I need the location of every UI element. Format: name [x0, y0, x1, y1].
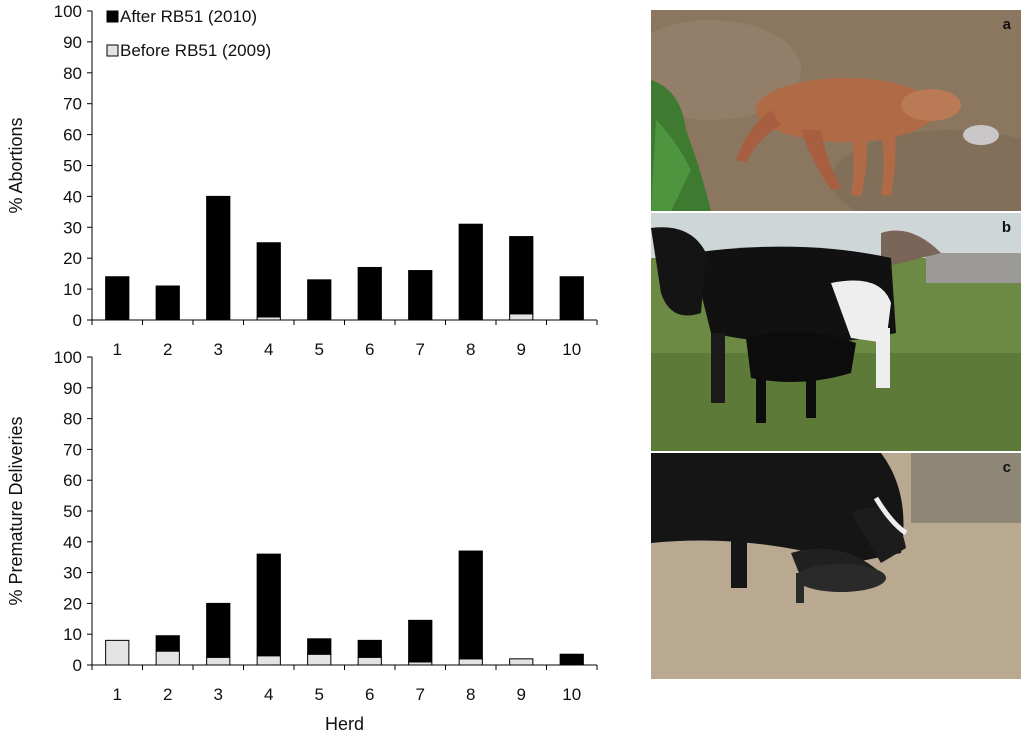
bar-after-rb51: [206, 602, 231, 658]
bar-after-rb51: [408, 619, 433, 663]
panel-label-a: a: [1002, 16, 1011, 33]
photo-panel-c: c: [651, 453, 1021, 679]
bar-after-rb51: [357, 266, 382, 321]
y-tick-label: 40: [63, 187, 82, 206]
y-tick-label: 50: [63, 502, 82, 521]
legend-swatch-after: [106, 10, 119, 23]
y-tick-label: 10: [63, 625, 82, 644]
y-tick-label: 70: [63, 95, 82, 114]
y-tick-label: 90: [63, 33, 82, 52]
x-axis-label: Herd: [325, 714, 364, 734]
bar-after-rb51: [256, 553, 281, 657]
bar-before-rb51: [155, 650, 180, 666]
y-tick-label: 100: [54, 348, 82, 367]
legend: After RB51 (2010) Before RB51 (2009): [106, 7, 271, 60]
bar-before-rb51: [509, 313, 534, 321]
x-tick-label: 1: [113, 685, 122, 704]
y-axis-label: % Abortions: [6, 117, 26, 213]
bar-after-rb51: [509, 236, 534, 315]
bar-after-rb51: [206, 195, 231, 321]
y-tick-label: 30: [63, 564, 82, 583]
y-tick-label: 100: [54, 2, 82, 21]
y-tick-label: 50: [63, 157, 82, 176]
legend-label-after: After RB51 (2010): [120, 7, 257, 26]
abortions-chart: 0 10 20 30 40 50 60 70 80 90 100 1 2 3 4 5 6 7 8 9 10 % Abort…: [6, 2, 598, 359]
y-tick-label: 20: [63, 249, 82, 268]
legend-label-before: Before RB51 (2009): [120, 41, 271, 60]
panel-label-b: b: [1001, 219, 1011, 236]
x-tick-label: 10: [562, 340, 581, 359]
bar-after-rb51: [307, 638, 332, 655]
y-tick-label: 0: [73, 311, 82, 330]
y-tick-label: 60: [63, 471, 82, 490]
y-tick-label: 30: [63, 218, 82, 237]
x-tick-label: 3: [214, 340, 223, 359]
premature-deliveries-chart: 0 10 20 30 40 50 60 70 80 90 100 1 2 3 4 5 6 7 8 9 10 % Prema…: [6, 348, 598, 734]
y-tick-label: 0: [73, 656, 82, 675]
stillborn-calf-photo-icon: [651, 10, 1021, 211]
bar-after-rb51: [105, 276, 130, 321]
y-tick-label: 40: [63, 533, 82, 552]
x-tick-label: 5: [315, 685, 324, 704]
bar-after-rb51: [307, 279, 332, 321]
y-tick-label: 80: [63, 410, 82, 429]
x-tick-label: 6: [365, 340, 374, 359]
photo-panel-a: a: [651, 10, 1021, 211]
x-tick-label: 8: [466, 685, 475, 704]
bar-after-rb51: [408, 270, 433, 321]
bar-after-rb51: [155, 285, 180, 321]
bar-after-rb51: [357, 639, 382, 658]
x-tick-label: 2: [163, 340, 172, 359]
x-tick-label: 7: [416, 685, 425, 704]
x-tick-label: 9: [517, 340, 526, 359]
x-tick-label: 4: [264, 685, 273, 704]
photo-panel-b: b: [651, 213, 1021, 451]
bar-before-rb51: [509, 658, 534, 666]
y-tick-label: 20: [63, 594, 82, 613]
x-tick-label: 2: [163, 685, 172, 704]
x-tick-label: 4: [264, 340, 273, 359]
x-tick-label: 7: [416, 340, 425, 359]
x-tick-label: 10: [562, 685, 581, 704]
bar-before-rb51: [256, 655, 281, 666]
x-tick-label: 8: [466, 340, 475, 359]
bar-before-rb51: [206, 656, 231, 666]
bar-before-rb51: [357, 656, 382, 666]
bar-after-rb51: [559, 653, 584, 666]
y-tick-label: 80: [63, 64, 82, 83]
bar-after-rb51: [458, 550, 483, 660]
bar-before-rb51: [307, 653, 332, 666]
x-tick-label: 5: [315, 340, 324, 359]
x-tick-label: 1: [113, 340, 122, 359]
y-tick-label: 70: [63, 440, 82, 459]
panel-label-c: c: [1002, 459, 1011, 476]
y-axis-label: % Premature Deliveries: [6, 416, 26, 605]
y-tick-label: 10: [63, 280, 82, 299]
bar-before-rb51: [458, 658, 483, 666]
bar-after-rb51: [559, 276, 584, 321]
bar-before-rb51: [105, 639, 130, 666]
cow-licking-calf-photo-icon: [651, 453, 1021, 679]
x-tick-label: 6: [365, 685, 374, 704]
bar-after-rb51: [458, 223, 483, 321]
y-tick-label: 90: [63, 379, 82, 398]
x-tick-label: 9: [517, 685, 526, 704]
bar-after-rb51: [256, 242, 281, 318]
y-tick-label: 60: [63, 126, 82, 145]
legend-swatch-before: [106, 44, 119, 57]
x-tick-label: 3: [214, 685, 223, 704]
bar-after-rb51: [155, 635, 180, 652]
cow-with-calf-photo-icon: [651, 213, 1021, 451]
